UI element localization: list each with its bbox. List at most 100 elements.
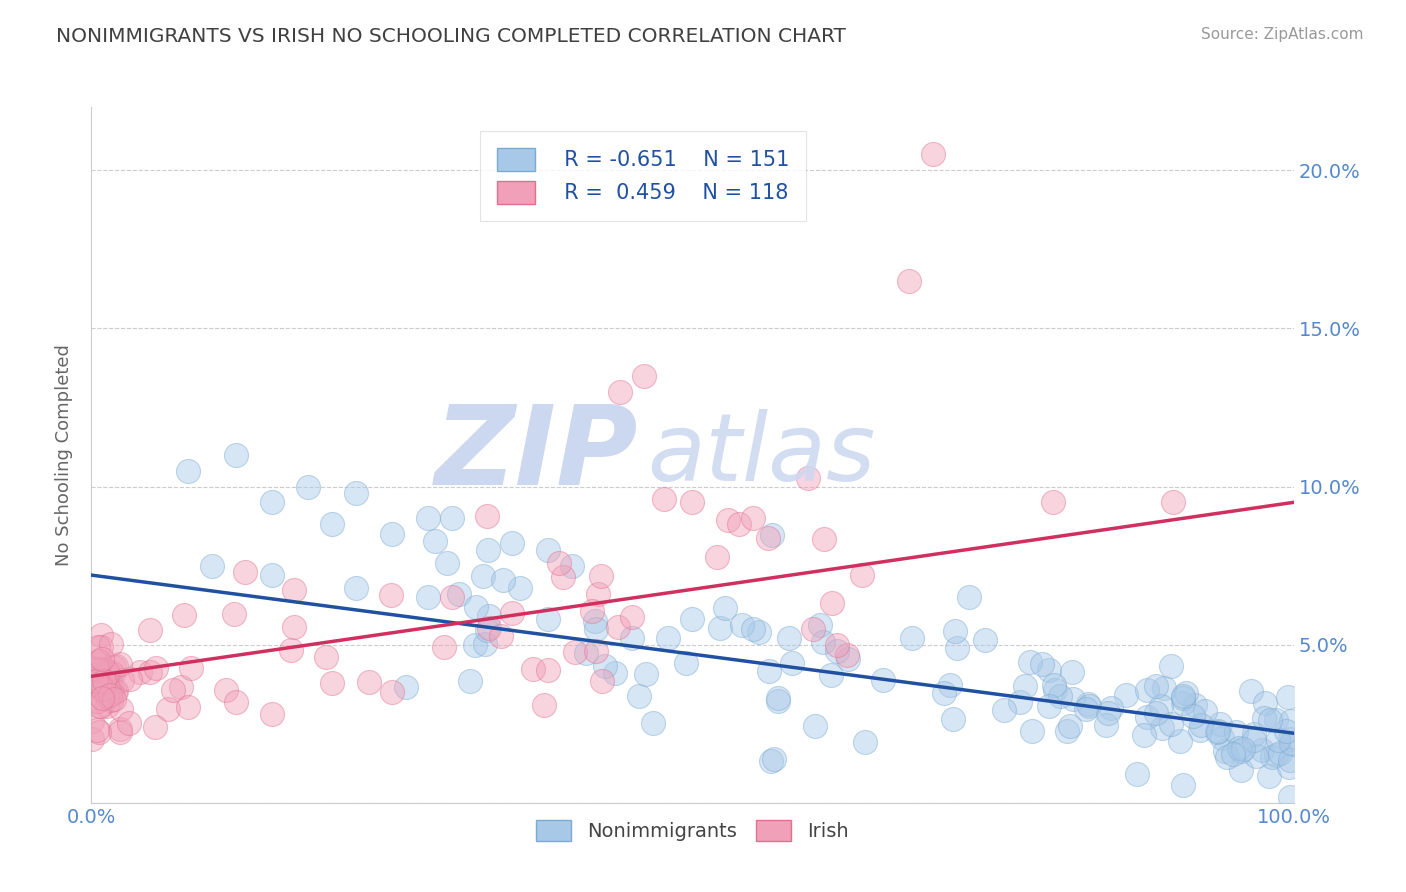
Point <box>641 715 664 730</box>
Point <box>173 608 195 623</box>
Point <box>706 549 728 564</box>
Point <box>475 623 498 637</box>
Point <box>201 558 224 573</box>
Point <box>938 678 960 692</box>
Point <box>1161 495 1184 509</box>
Point <box>491 629 513 643</box>
Point <box>395 680 418 694</box>
Point <box>900 631 922 645</box>
Point <box>1135 683 1157 698</box>
Point <box>1216 750 1239 764</box>
Point <box>825 644 848 658</box>
Point <box>748 625 770 640</box>
Point <box>91 691 114 706</box>
Point <box>477 608 499 623</box>
Point <box>681 612 703 626</box>
Point <box>741 511 763 525</box>
Point <box>477 621 499 635</box>
Point <box>1254 696 1277 710</box>
Text: NONIMMIGRANTS VS IRISH NO SCHOOLING COMPLETED CORRELATION CHART: NONIMMIGRANTS VS IRISH NO SCHOOLING COMP… <box>56 27 846 45</box>
Point <box>821 596 844 610</box>
Point <box>440 591 463 605</box>
Point <box>1274 724 1296 739</box>
Point <box>761 527 783 541</box>
Legend: Nonimmigrants, Irish: Nonimmigrants, Irish <box>529 812 856 849</box>
Point <box>593 659 616 673</box>
Point <box>1182 709 1205 723</box>
Point <box>1153 681 1175 695</box>
Point <box>537 663 560 677</box>
Point <box>603 665 626 680</box>
Point <box>583 614 606 628</box>
Point <box>101 686 124 700</box>
Point <box>1229 764 1251 778</box>
Point <box>110 723 132 737</box>
Point <box>766 694 789 708</box>
Point <box>1278 790 1301 805</box>
Point <box>104 685 127 699</box>
Point <box>93 673 115 688</box>
Point <box>759 754 782 768</box>
Point <box>1038 698 1060 713</box>
Point <box>1043 678 1066 692</box>
Point <box>138 665 160 679</box>
Point <box>1152 722 1174 736</box>
Point <box>1244 748 1267 763</box>
Point <box>80 665 103 679</box>
Point <box>215 683 238 698</box>
Point <box>946 640 969 655</box>
Point <box>321 675 343 690</box>
Point <box>1225 725 1247 739</box>
Point <box>87 640 110 654</box>
Point <box>433 640 456 654</box>
Text: atlas: atlas <box>647 409 875 500</box>
Point <box>86 694 108 708</box>
Point <box>1250 743 1272 757</box>
Point <box>778 632 800 646</box>
Point <box>1097 706 1119 720</box>
Point <box>1049 690 1071 704</box>
Point <box>82 661 104 675</box>
Point <box>100 693 122 707</box>
Point <box>87 654 110 668</box>
Point <box>97 665 120 680</box>
Point <box>585 622 607 636</box>
Point <box>589 569 612 583</box>
Point <box>82 731 104 746</box>
Point <box>825 638 848 652</box>
Point <box>581 604 603 618</box>
Point <box>714 600 737 615</box>
Point <box>897 274 920 288</box>
Point <box>522 663 544 677</box>
Point <box>1171 691 1194 706</box>
Point <box>108 657 131 671</box>
Point <box>359 674 381 689</box>
Point <box>585 644 607 658</box>
Point <box>652 491 675 506</box>
Point <box>509 581 531 595</box>
Point <box>1042 495 1064 509</box>
Point <box>1279 732 1302 747</box>
Point <box>86 723 108 737</box>
Point <box>957 591 980 605</box>
Point <box>1160 659 1182 673</box>
Point <box>1222 747 1244 762</box>
Point <box>472 569 495 583</box>
Point <box>1261 750 1284 764</box>
Point <box>728 516 751 531</box>
Point <box>1206 723 1229 738</box>
Point <box>782 657 804 671</box>
Point <box>547 556 569 570</box>
Point <box>1243 733 1265 747</box>
Point <box>1168 734 1191 748</box>
Point <box>280 643 302 657</box>
Point <box>156 702 179 716</box>
Point <box>758 664 780 678</box>
Point <box>1279 714 1302 728</box>
Point <box>741 622 763 636</box>
Point <box>89 678 111 692</box>
Point <box>808 617 831 632</box>
Point <box>86 662 108 676</box>
Point <box>633 368 655 383</box>
Point <box>1279 736 1302 750</box>
